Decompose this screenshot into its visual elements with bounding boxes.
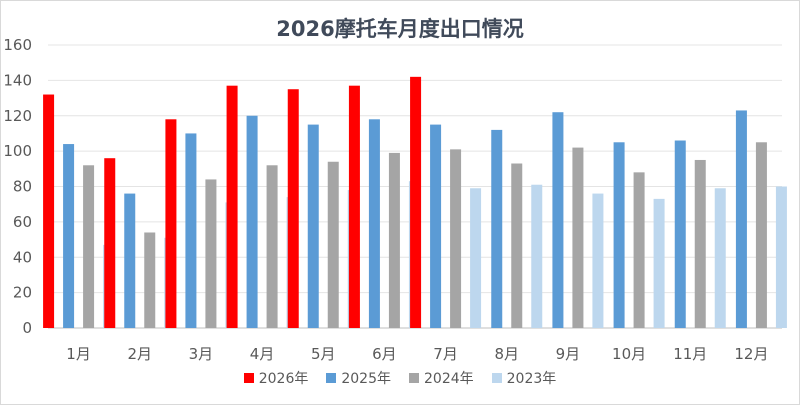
bar-2026年-4月 — [226, 85, 238, 329]
bar-2026年-5月 — [287, 89, 299, 328]
x-tick-label: 7月 — [433, 345, 458, 363]
bar-2025年-1月 — [63, 144, 75, 328]
bar-2024年-10月 — [633, 172, 645, 328]
bar-2025年-2月 — [124, 193, 136, 328]
bar-2023年-9月 — [592, 193, 604, 328]
bar-2025年-7月 — [430, 124, 442, 328]
y-tick-label: 80 — [13, 178, 32, 196]
bar-2024年-6月 — [388, 152, 400, 328]
y-tick-label: 0 — [22, 319, 32, 337]
x-tick-label: 5月 — [311, 345, 336, 363]
x-tick-label: 12月 — [734, 345, 768, 363]
y-tick-label: 20 — [13, 284, 32, 302]
x-tick-label: 4月 — [250, 345, 275, 363]
y-tick-label: 60 — [13, 213, 32, 231]
bar-2023年-11月 — [714, 188, 726, 328]
bar-2024年-9月 — [572, 147, 584, 328]
bar-2024年-11月 — [694, 159, 706, 328]
bar-2023年-7月 — [470, 188, 482, 328]
x-tick-label: 3月 — [189, 345, 214, 363]
y-tick-label: 120 — [3, 107, 32, 125]
bar-2023年-8月 — [531, 184, 543, 328]
y-tick-label: 140 — [3, 71, 32, 89]
legend-label: 2023年 — [506, 371, 557, 387]
x-tick-label: 6月 — [372, 345, 397, 363]
legend-item: 2024年 — [409, 368, 474, 388]
bar-2025年-11月 — [674, 140, 686, 328]
bar-2026年-2月 — [104, 158, 116, 328]
bar-2024年-4月 — [266, 165, 278, 328]
bar-2026年-3月 — [165, 119, 177, 328]
x-tick-label: 11月 — [673, 345, 707, 363]
y-tick-label: 160 — [3, 36, 32, 54]
bar-2024年-12月 — [755, 142, 767, 328]
chart-title: 2026摩托车月度出口情况 — [276, 17, 524, 41]
legend-swatch — [491, 373, 502, 383]
legend-label: 2025年 — [341, 371, 391, 387]
bar-2024年-7月 — [450, 149, 462, 328]
x-tick-label: 2月 — [127, 345, 152, 363]
bar-2025年-12月 — [735, 110, 747, 328]
bar-2025年-4月 — [246, 115, 258, 328]
bar-2024年-2月 — [144, 232, 156, 328]
bar-2026年-6月 — [348, 85, 360, 329]
x-tick-label: 10月 — [612, 345, 646, 363]
legend-item: 2023年 — [491, 368, 557, 388]
legend-label: 2026年 — [258, 371, 309, 387]
legend-swatch — [326, 373, 337, 383]
legend-swatch — [243, 373, 254, 383]
x-tick-label: 9月 — [556, 345, 581, 363]
bar-2023年-10月 — [653, 198, 665, 328]
bar-2026年-7月 — [410, 76, 422, 329]
legend-item: 2025年 — [326, 368, 391, 388]
bar-2024年-1月 — [83, 165, 95, 328]
legend-swatch — [409, 373, 419, 383]
y-tick-label: 40 — [13, 248, 32, 266]
bar-2024年-8月 — [511, 163, 523, 328]
chart-legend: 2026年 2025年 2024年 2023年 — [0, 368, 800, 388]
bar-2024年-5月 — [327, 161, 339, 328]
bar-2025年-5月 — [307, 124, 319, 328]
bar-2025年-9月 — [552, 112, 564, 329]
bar-2025年-8月 — [491, 129, 503, 328]
legend-label: 2024年 — [424, 371, 474, 387]
bar-2025年-3月 — [185, 133, 197, 328]
x-tick-label: 8月 — [494, 345, 519, 363]
legend-item: 2026年 — [243, 368, 309, 388]
bar-2024年-3月 — [205, 179, 217, 328]
x-tick-label: 1月 — [66, 345, 91, 363]
y-tick-label: 100 — [3, 142, 32, 160]
bar-2026年-1月 — [43, 94, 55, 329]
bar-2025年-6月 — [368, 119, 380, 328]
bar-2023年-12月 — [775, 186, 787, 328]
bar-2025年-10月 — [613, 142, 625, 328]
